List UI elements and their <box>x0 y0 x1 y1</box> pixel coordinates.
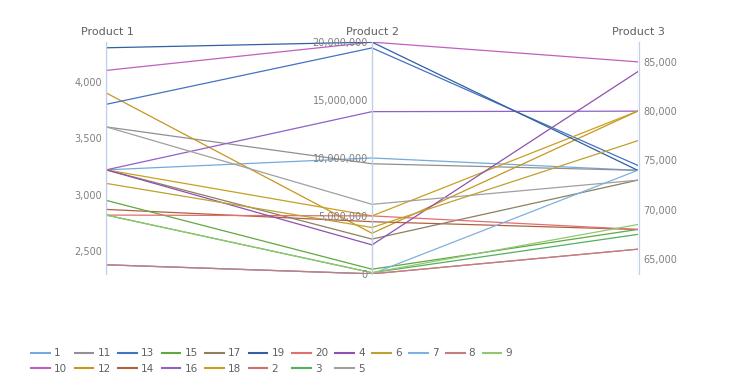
Title: Product 1: Product 1 <box>81 27 133 37</box>
Title: Product 2: Product 2 <box>346 27 399 37</box>
Legend: 1, 10, 11, 12, 13, 14, 15, 16, 17, 18, 19, 2, 20, 3, 4, 5, 6, 7, 8, 9: 1, 10, 11, 12, 13, 14, 15, 16, 17, 18, 1… <box>27 344 516 378</box>
Title: Product 3: Product 3 <box>612 27 665 37</box>
